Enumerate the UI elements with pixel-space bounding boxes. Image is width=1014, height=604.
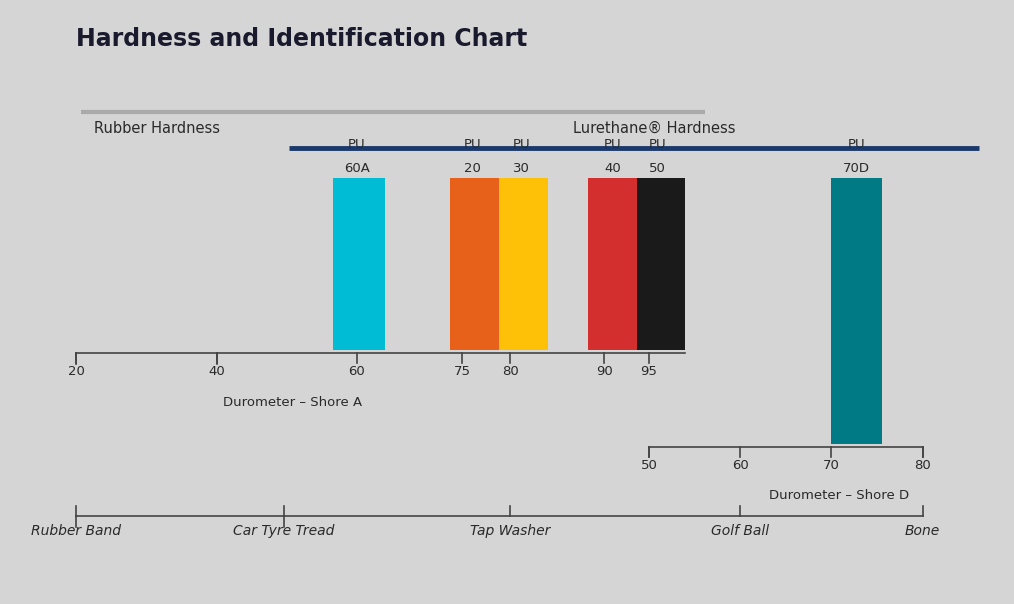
Text: Durometer – Shore D: Durometer – Shore D bbox=[769, 489, 909, 503]
Bar bbox=[333, 178, 385, 350]
Text: 90: 90 bbox=[596, 365, 612, 379]
Text: 40: 40 bbox=[604, 162, 621, 175]
Text: PU: PU bbox=[603, 138, 622, 151]
Text: 60: 60 bbox=[732, 459, 748, 472]
Text: Tap Washer: Tap Washer bbox=[469, 524, 551, 538]
Text: 70D: 70D bbox=[844, 162, 870, 175]
Text: Rubber Band: Rubber Band bbox=[31, 524, 121, 538]
Text: 80: 80 bbox=[502, 365, 518, 379]
Text: 75: 75 bbox=[454, 365, 470, 379]
Text: PU: PU bbox=[348, 138, 366, 151]
Text: 20: 20 bbox=[464, 162, 481, 175]
Text: Hardness and Identification Chart: Hardness and Identification Chart bbox=[76, 27, 527, 51]
Text: Durometer – Shore A: Durometer – Shore A bbox=[223, 396, 362, 409]
Text: 50: 50 bbox=[641, 459, 657, 472]
Text: PU: PU bbox=[463, 138, 482, 151]
Text: Car Tyre Tread: Car Tyre Tread bbox=[233, 524, 335, 538]
Text: PU: PU bbox=[512, 138, 530, 151]
Text: PU: PU bbox=[648, 138, 666, 151]
Text: 40: 40 bbox=[209, 365, 225, 379]
Text: Lurethane® Hardness: Lurethane® Hardness bbox=[573, 121, 735, 136]
Text: 20: 20 bbox=[68, 365, 84, 379]
Text: Golf Ball: Golf Ball bbox=[711, 524, 770, 538]
Text: 30: 30 bbox=[513, 162, 529, 175]
Bar bbox=[588, 178, 637, 350]
Text: 80: 80 bbox=[915, 459, 931, 472]
Text: Rubber Hardness: Rubber Hardness bbox=[94, 121, 220, 136]
Text: 70: 70 bbox=[823, 459, 840, 472]
Text: Bone: Bone bbox=[906, 524, 940, 538]
Text: 60A: 60A bbox=[344, 162, 370, 175]
Text: PU: PU bbox=[848, 138, 866, 151]
Bar bbox=[450, 178, 499, 350]
Text: 50: 50 bbox=[649, 162, 665, 175]
Text: 60: 60 bbox=[349, 365, 365, 379]
Bar bbox=[637, 178, 685, 350]
Text: 95: 95 bbox=[641, 365, 657, 379]
Bar bbox=[831, 178, 882, 444]
Bar bbox=[499, 178, 548, 350]
